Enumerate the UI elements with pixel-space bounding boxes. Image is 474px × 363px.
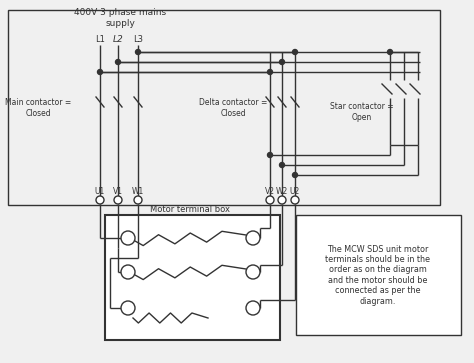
Circle shape (121, 301, 135, 315)
Circle shape (280, 163, 284, 167)
Circle shape (116, 60, 120, 65)
Text: 400V 3 phase mains
supply: 400V 3 phase mains supply (74, 8, 166, 28)
Text: L1: L1 (95, 36, 105, 45)
Circle shape (134, 196, 142, 204)
Text: U2: U2 (290, 188, 300, 196)
Circle shape (98, 69, 102, 74)
Circle shape (96, 196, 104, 204)
Text: U1: U1 (123, 235, 133, 241)
Circle shape (292, 49, 298, 54)
Circle shape (267, 69, 273, 74)
Circle shape (114, 196, 122, 204)
Text: W2: W2 (276, 188, 288, 196)
Text: L2: L2 (113, 36, 123, 45)
Text: Star contactor =
Open: Star contactor = Open (330, 102, 394, 122)
Circle shape (121, 231, 135, 245)
Text: L3: L3 (133, 36, 143, 45)
Circle shape (266, 196, 274, 204)
Text: Delta contactor =
Closed: Delta contactor = Closed (199, 98, 267, 118)
Circle shape (121, 265, 135, 279)
Bar (105, 215, 280, 340)
Text: Motor terminal box: Motor terminal box (150, 205, 230, 215)
Circle shape (246, 231, 260, 245)
Text: U1: U1 (95, 188, 105, 196)
Circle shape (278, 196, 286, 204)
Text: W2: W2 (247, 235, 259, 241)
Text: W1: W1 (122, 305, 134, 311)
Circle shape (136, 49, 140, 54)
Circle shape (280, 60, 284, 65)
Bar (296, 215, 461, 335)
Text: V2: V2 (248, 305, 257, 311)
Circle shape (292, 172, 298, 178)
Text: The MCW SDS unit motor
terminals should be in the
order as on the diagram
and th: The MCW SDS unit motor terminals should … (326, 245, 430, 306)
Text: W1: W1 (132, 188, 144, 196)
Text: Main contactor =
Closed: Main contactor = Closed (5, 98, 71, 118)
Text: V2: V2 (265, 188, 275, 196)
Circle shape (246, 301, 260, 315)
Text: U2: U2 (248, 269, 258, 275)
Circle shape (388, 49, 392, 54)
Text: V1: V1 (113, 188, 123, 196)
Bar (8, 10, 440, 205)
Circle shape (246, 265, 260, 279)
Circle shape (267, 152, 273, 158)
Text: V1: V1 (123, 269, 133, 275)
Circle shape (291, 196, 299, 204)
